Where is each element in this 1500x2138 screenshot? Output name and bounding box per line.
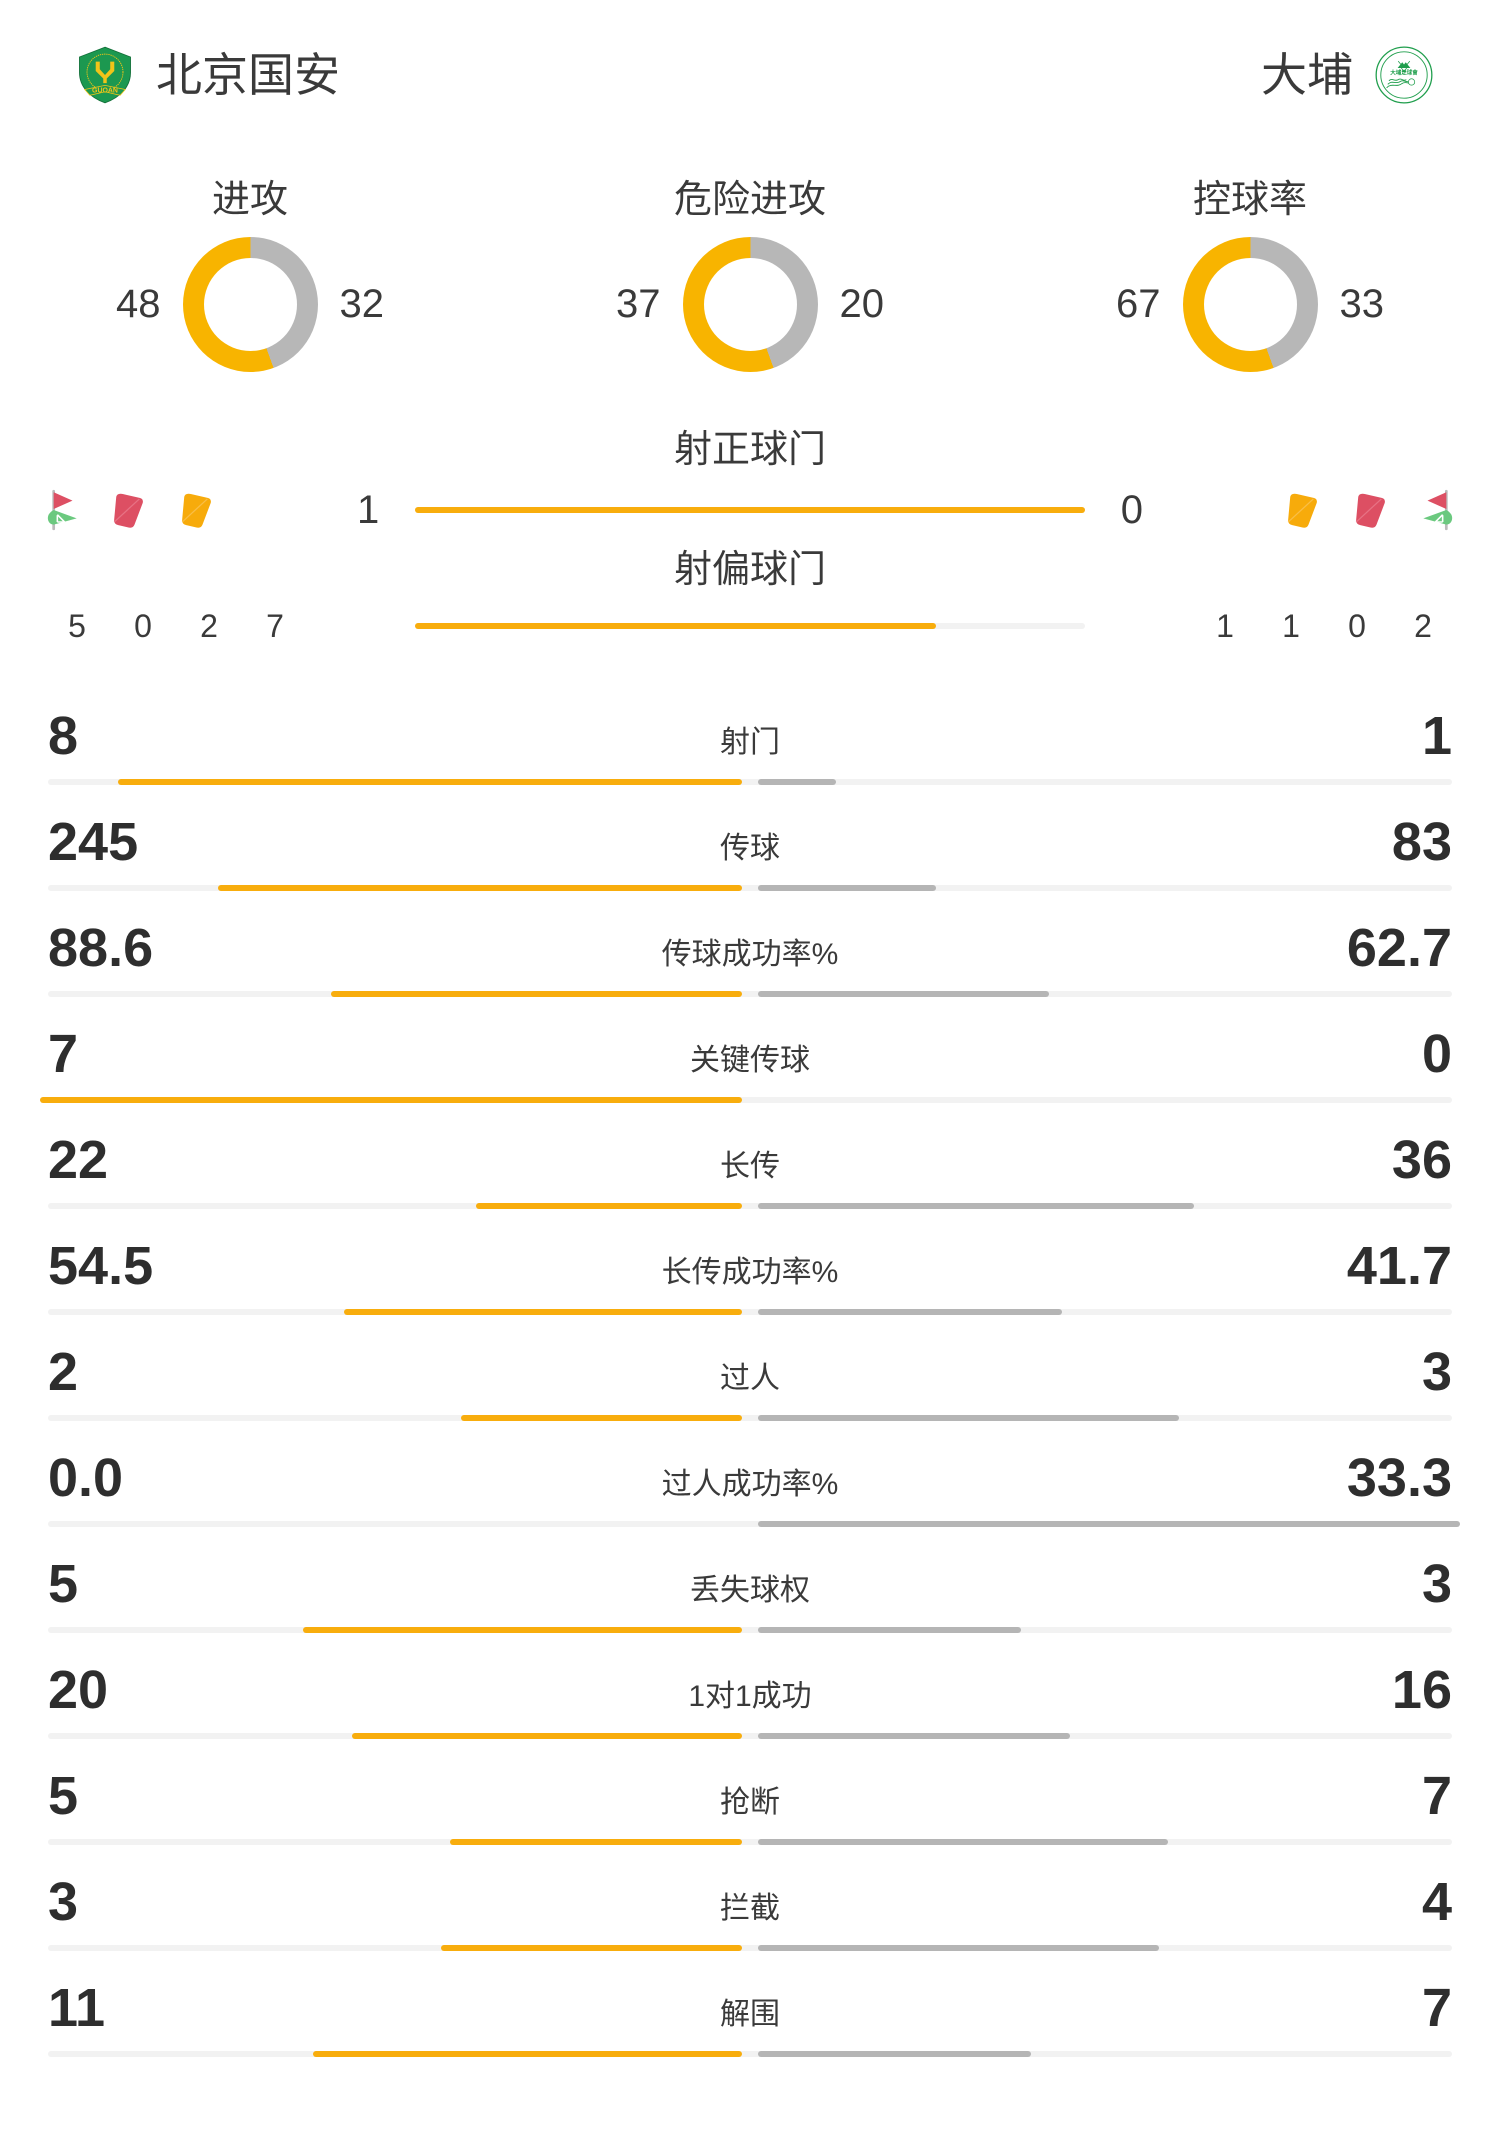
- svg-text:GUOAN: GUOAN: [92, 87, 118, 94]
